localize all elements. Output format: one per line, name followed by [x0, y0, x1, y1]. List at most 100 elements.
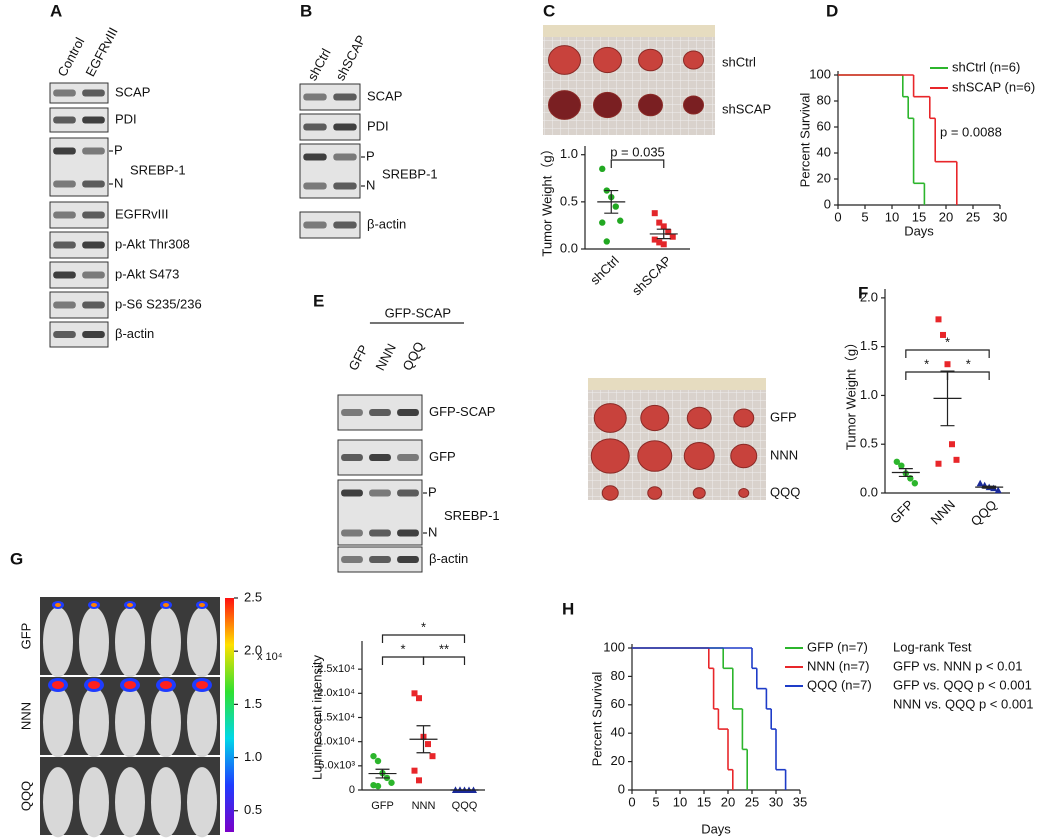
tumor — [590, 438, 630, 474]
point — [660, 223, 667, 230]
blot-band — [397, 556, 419, 563]
error-bar — [416, 725, 431, 754]
tumor — [683, 442, 715, 470]
mouse — [79, 687, 109, 758]
point — [416, 695, 422, 702]
point — [370, 752, 377, 760]
significance-bracket — [905, 371, 949, 380]
y-tick-label: 40 — [611, 725, 625, 740]
y-tick-label: 60 — [611, 696, 625, 711]
significance-label: * — [945, 334, 950, 349]
tumor — [593, 403, 627, 433]
panel-label: D — [826, 1, 838, 20]
significance-label: * — [421, 619, 426, 634]
point — [669, 233, 676, 240]
panel-label: C — [543, 1, 555, 20]
error-bar — [898, 468, 913, 478]
band-marker: P — [428, 484, 437, 499]
significance-label: ** — [439, 641, 449, 656]
y-axis-label: Luminescent intensity — [309, 654, 324, 780]
blot-band — [53, 301, 76, 309]
x-tick-label: 10 — [673, 794, 687, 809]
point — [656, 219, 663, 226]
y-tick-label: 80 — [817, 92, 831, 107]
y-tick-label: 1.0x10⁴ — [317, 736, 355, 748]
blot-band — [82, 271, 105, 279]
photo — [588, 378, 766, 500]
annotation: GFP vs. QQQ p < 0.001 — [893, 677, 1032, 692]
point — [898, 462, 905, 469]
y-tick-label: 1.5 — [860, 338, 878, 353]
tumor — [738, 488, 750, 498]
photo-row-label: shSCAP — [722, 101, 771, 116]
y-tick-label: 20 — [611, 753, 625, 768]
lane-label: GFP — [345, 342, 371, 373]
significance-bracket — [946, 371, 990, 380]
point — [944, 361, 951, 368]
lane-label: EGFRvIII — [82, 25, 120, 79]
blot-band — [82, 116, 105, 124]
x-tick-label: 35 — [793, 794, 807, 809]
blot-band — [397, 409, 419, 416]
x-tick-label: 5 — [652, 794, 659, 809]
x-tick-label: NNN — [928, 497, 959, 528]
blot-band — [53, 241, 76, 249]
row-label: p-Akt Thr308 — [115, 236, 190, 251]
y-tick-label: 2.5x10⁴ — [317, 663, 355, 675]
y-tick-label: 0.5 — [860, 436, 878, 451]
x-tick-label: 15 — [697, 794, 711, 809]
y-tick-label: 1.0 — [860, 387, 878, 402]
point — [374, 757, 382, 765]
significance-bracket — [381, 634, 466, 643]
colorbar-tick-label: 1.0 — [244, 749, 262, 764]
x-tick-label: 30 — [993, 209, 1007, 224]
mouse — [187, 687, 217, 758]
x-axis-label: Days — [701, 821, 731, 836]
x-tick-label: 20 — [721, 794, 735, 809]
point — [617, 217, 624, 224]
mouse — [187, 607, 217, 678]
error-bar — [375, 768, 390, 779]
significance-bracket — [610, 159, 665, 168]
blot-band — [53, 331, 76, 338]
panel-label: G — [10, 549, 23, 568]
row-label: GFP — [429, 449, 456, 464]
legend-label: shCtrl (n=6) — [952, 59, 1020, 74]
blot-band — [303, 182, 327, 190]
mouse — [115, 687, 145, 758]
mouse — [43, 687, 73, 758]
blot-band — [82, 180, 105, 188]
error-bar — [940, 370, 955, 427]
blot-band — [82, 301, 105, 309]
point — [656, 239, 663, 246]
point — [416, 777, 422, 784]
blot-band — [341, 454, 363, 461]
tumor — [647, 486, 663, 500]
row-label: β-actin — [367, 216, 406, 231]
signal — [55, 603, 61, 607]
mouse — [151, 687, 181, 758]
x-axis-label: Days — [904, 223, 934, 238]
y-tick-label: 0 — [824, 196, 831, 211]
point — [935, 460, 942, 467]
x-tick-label: 10 — [885, 209, 899, 224]
annotation: Log-rank Test — [893, 639, 972, 654]
blot-band — [369, 556, 391, 563]
significance-bracket — [381, 656, 425, 665]
blot-band — [53, 147, 76, 155]
point — [953, 456, 960, 463]
x-tick-label: NNN — [412, 800, 436, 812]
blot-band — [341, 409, 363, 416]
mouse — [151, 607, 181, 678]
x-tick-label: 5 — [861, 209, 868, 224]
imaging-row-label: NNN — [18, 702, 33, 730]
tumor — [638, 93, 663, 117]
y-tick-label: 0.0 — [860, 484, 878, 499]
blot-band — [333, 93, 357, 101]
y-tick-label: 100 — [603, 639, 625, 654]
band-marker: N — [428, 524, 437, 539]
annotation: NNN vs. QQQ p < 0.001 — [893, 696, 1034, 711]
tumor — [548, 45, 581, 75]
blot-band — [333, 123, 357, 131]
row-label: SREBP-1 — [382, 166, 438, 181]
